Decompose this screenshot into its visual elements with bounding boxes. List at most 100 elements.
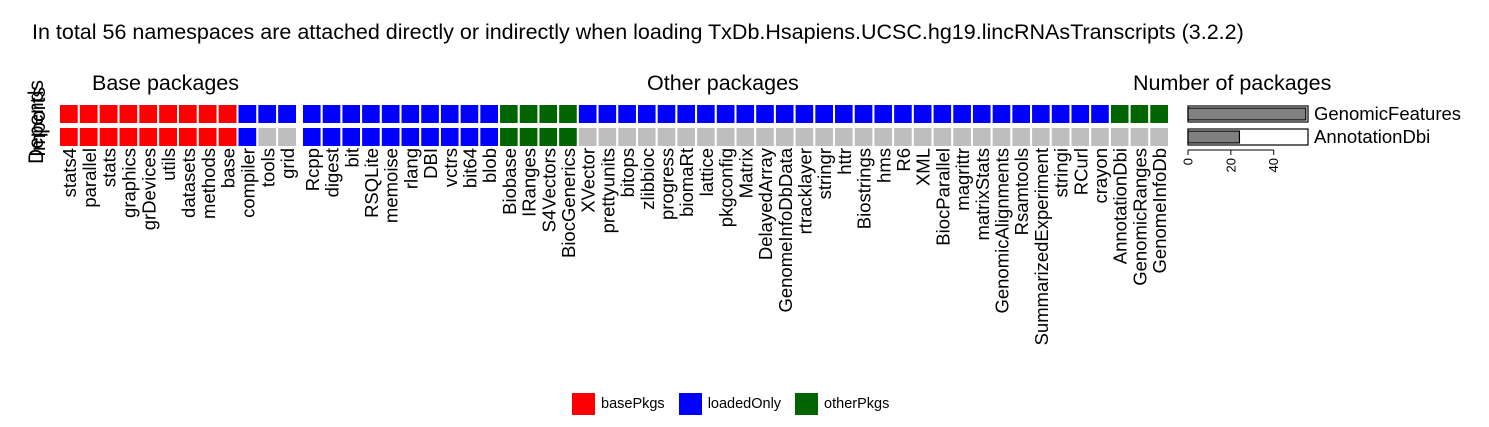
heatmap-cell-bit-imports — [340, 126, 363, 148]
heatmap-cell-genomicalignments-depends — [990, 103, 1013, 125]
column-label-rcurl: RCurl — [1070, 148, 1091, 195]
panel-title-base: Base packages — [92, 71, 240, 95]
heatmap-cell-base-imports — [216, 126, 239, 148]
heatmap-cell-genomeinfodbdata-imports — [773, 126, 796, 148]
heatmap-cell-rcurl-imports — [1069, 126, 1092, 148]
heatmap-cell-summarizedexperiment-imports — [1030, 126, 1052, 148]
heatmap-cell-compiler-depends — [236, 103, 259, 125]
column-label-pkgconfig: pkgconfig — [716, 148, 737, 227]
heatmap-cell-delayedarray-depends — [754, 103, 776, 125]
heatmap-cell-httr-depends — [833, 103, 855, 125]
row-label-imports: Imports — [27, 87, 50, 157]
column-label-grdevices: grDevices — [138, 148, 159, 230]
heatmap-cell-biobase-depends — [498, 103, 520, 125]
heatmap-cell-stringr-depends — [813, 103, 836, 125]
heatmap-cell-magrittr-imports — [951, 126, 973, 148]
column-label-rtracklayer: rtracklayer — [794, 148, 815, 234]
column-label-grid: grid — [277, 148, 298, 179]
heatmap-cell-grid-imports — [276, 126, 299, 148]
heatmap-cell-rtracklayer-imports — [793, 126, 816, 148]
heatmap-cell-matrix-imports — [734, 126, 757, 148]
heatmap-cell-methods-imports — [196, 126, 219, 148]
heatmap-cell-delayedarray-imports — [754, 126, 776, 148]
heatmap-cell-xml-depends — [911, 103, 934, 125]
column-label-magrittr: magrittr — [952, 148, 973, 211]
heatmap-cell-annotationdbi-imports — [1108, 126, 1131, 148]
heatmap-cell-stringi-depends — [1049, 103, 1072, 125]
column-label-genomicranges: GenomicRanges — [1129, 148, 1150, 286]
heatmap-cell-dbi-imports — [419, 126, 441, 148]
heatmap-cell-tools-depends — [256, 103, 279, 125]
heatmap-cell-graphics-depends — [117, 103, 140, 125]
heatmap-cell-digest-imports — [320, 126, 343, 148]
heatmap-cell-bit64-imports — [458, 126, 481, 148]
column-label-iranges: IRanges — [519, 148, 540, 217]
heatmap-cell-dbi-depends — [419, 103, 441, 125]
legend-item-otherpkgs: otherPkgs — [795, 393, 889, 415]
heatmap-cell-blob-imports — [478, 126, 501, 148]
column-label-rcpp: Rcpp — [302, 148, 323, 191]
chart-title: In total 56 namespaces are attached dire… — [32, 20, 1244, 44]
heatmap-cell-s4vectors-imports — [537, 126, 560, 148]
heatmap-cell-genomicalignments-imports — [990, 126, 1013, 148]
heatmap-cell-pkgconfig-depends — [714, 103, 737, 125]
heatmap-cell-matrixstats-imports — [970, 126, 993, 148]
legend-item-basepkgs: basePkgs — [572, 393, 665, 415]
column-label-biomart: biomaRt — [676, 148, 697, 217]
heatmap-cell-memoise-imports — [379, 126, 402, 148]
heatmap-cell-lattice-depends — [695, 103, 717, 125]
column-label-digest: digest — [322, 148, 343, 197]
bar-axis-tick-label-0: 0 — [1181, 158, 1196, 165]
heatmap-cell-zlibbioc-depends — [635, 103, 658, 125]
heatmap-cell-biobase-imports — [498, 126, 520, 148]
column-label-annotationdbi: AnnotationDbi — [1110, 148, 1131, 264]
column-label-memoise: memoise — [381, 148, 402, 223]
heatmap-cell-biocgenerics-depends — [557, 103, 579, 125]
heatmap-cell-biomart-depends — [675, 103, 698, 125]
chart-canvas: stats4parallelstatsgraphicsgrDevicesutil… — [25, 80, 1461, 345]
chart-legend: basePkgs loadedOnly otherPkgs — [572, 392, 903, 416]
column-label-vctrs: vctrs — [440, 148, 461, 187]
column-label-genomicalignments: GenomicAlignments — [992, 148, 1013, 314]
legend-swatch-otherpkgs — [795, 393, 819, 415]
heatmap-cell-memoise-depends — [379, 103, 402, 125]
heatmap-cell-bit-depends — [340, 103, 363, 125]
column-label-biobase: Biobase — [499, 148, 520, 215]
heatmap-cell-rlang-depends — [399, 103, 422, 125]
heatmap-cell-httr-imports — [833, 126, 855, 148]
heatmap-cell-rsqlite-depends — [360, 103, 382, 125]
bar-annotationdbi — [1187, 130, 1241, 144]
legend-label-basepkgs: basePkgs — [601, 396, 665, 412]
heatmap-cell-compiler-imports — [236, 126, 259, 148]
heatmap-cell-datasets-imports — [177, 126, 199, 148]
column-label-httr: httr — [834, 148, 855, 175]
heatmap-cell-bitops-imports — [616, 126, 638, 148]
heatmap-cell-utils-imports — [157, 126, 179, 148]
column-label-stringr: stringr — [814, 148, 835, 199]
column-label-biostrings: Biostrings — [854, 148, 875, 229]
heatmap-cell-r6-depends — [892, 103, 914, 125]
heatmap-cell-crayon-imports — [1089, 126, 1111, 148]
column-label-r6: R6 — [893, 148, 914, 172]
heatmap-cell-rcpp-depends — [301, 103, 323, 125]
column-label-tools: tools — [257, 148, 278, 187]
heatmap-cell-genomeinfodbdata-depends — [773, 103, 796, 125]
column-label-stats: stats — [99, 148, 120, 187]
heatmap-cell-stats4-imports — [58, 126, 80, 148]
column-label-methods: methods — [198, 148, 219, 219]
heatmap-cell-parallel-depends — [77, 103, 100, 125]
column-label-utils: utils — [158, 148, 179, 181]
column-label-datasets: datasets — [178, 148, 199, 218]
heatmap-cell-stringr-imports — [813, 126, 836, 148]
heatmap-cell-iranges-imports — [517, 126, 540, 148]
column-label-bit: bit — [341, 148, 362, 168]
heatmap-cell-rcurl-depends — [1069, 103, 1092, 125]
bar-label-genomicfeatures: GenomicFeatures — [1314, 103, 1461, 124]
heatmap-cell-rsqlite-imports — [360, 126, 382, 148]
column-label-hms: hms — [873, 148, 894, 183]
heatmap-cell-base-depends — [216, 103, 239, 125]
column-label-crayon: crayon — [1090, 148, 1111, 204]
column-label-genomeinfodbdata: GenomeInfoDbData — [775, 147, 796, 312]
heatmap-cell-digest-depends — [320, 103, 343, 125]
heatmap-cell-stringi-imports — [1049, 126, 1072, 148]
